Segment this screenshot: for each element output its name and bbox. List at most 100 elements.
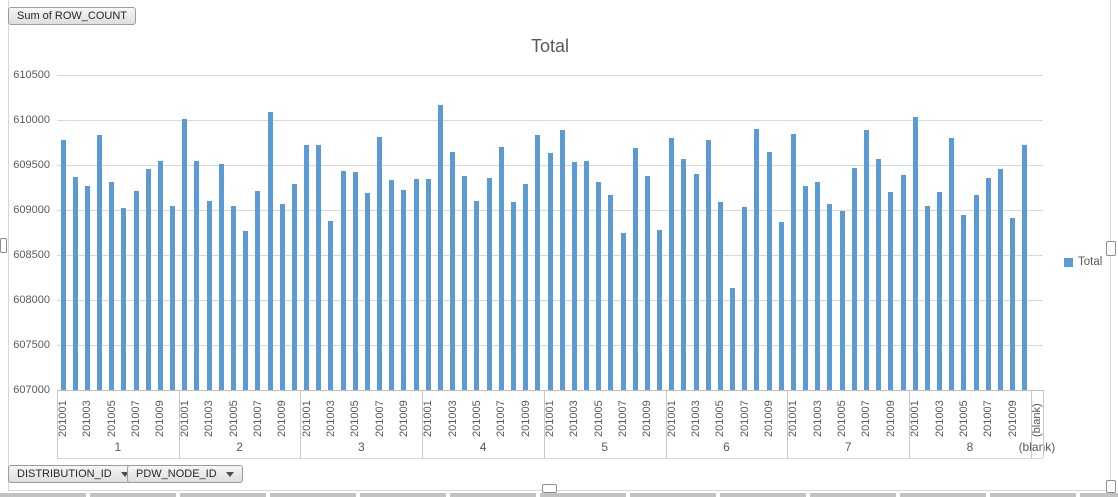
bar[interactable] [790,133,796,390]
bar[interactable] [900,174,906,390]
bar[interactable] [632,147,638,390]
x-axis-month-label: 201007 [251,400,264,437]
bar[interactable] [681,158,687,390]
bar[interactable] [827,203,833,390]
bar[interactable] [693,174,699,390]
bar[interactable] [72,176,78,390]
bar[interactable] [571,162,577,390]
bar[interactable] [291,183,297,390]
bar[interactable] [462,175,468,390]
x-axis-month-label: 201001 [665,400,678,437]
x-axis-group-label: 3 [357,440,365,454]
bar[interactable] [182,119,188,390]
bar[interactable] [754,129,760,390]
bar[interactable] [243,230,249,390]
bar[interactable] [267,111,273,390]
bar[interactable] [206,201,212,390]
bar[interactable] [486,177,492,390]
bar[interactable] [450,152,456,390]
bar[interactable] [657,229,663,390]
worksheet-cell-top [1080,493,1118,497]
bar[interactable] [97,135,103,390]
bar[interactable] [510,201,516,390]
bar[interactable] [218,164,224,390]
bar[interactable] [1022,145,1028,390]
bar[interactable] [157,161,163,390]
bar[interactable] [559,129,565,390]
bar[interactable] [863,129,869,390]
bar[interactable] [730,288,736,390]
bar[interactable] [1010,218,1016,390]
x-axis-group-label: 5 [601,440,609,454]
bar[interactable] [644,175,650,390]
bar[interactable] [340,171,346,390]
bar[interactable] [535,135,541,390]
bar[interactable] [352,172,358,390]
bar[interactable] [778,221,784,390]
bar[interactable] [596,182,602,390]
bar[interactable] [316,145,322,390]
category-separator [909,390,911,458]
bar[interactable] [437,104,443,390]
bar[interactable] [194,160,200,390]
bar[interactable] [924,206,930,390]
bar[interactable] [766,151,772,390]
resize-handle-bottom-right[interactable] [1106,480,1116,493]
bar[interactable] [547,153,553,390]
bar[interactable] [255,191,261,390]
bar[interactable] [815,182,821,390]
bar[interactable] [328,220,334,390]
bar[interactable] [498,147,504,390]
bar[interactable] [912,117,918,390]
bar[interactable] [231,206,236,390]
resize-handle-right-middle[interactable] [1106,241,1116,256]
bar[interactable] [851,167,857,390]
bar[interactable] [401,190,407,390]
bar[interactable] [985,177,991,390]
bar[interactable] [961,215,967,390]
bar[interactable] [997,168,1003,390]
resize-handle-bottom-middle[interactable] [542,484,557,493]
bar[interactable] [717,201,723,390]
bar[interactable] [389,180,395,390]
bar[interactable] [425,178,431,390]
bar[interactable] [474,201,480,390]
legend[interactable]: Total [1064,256,1102,268]
bar[interactable] [145,168,151,390]
bar[interactable] [973,194,979,390]
bar[interactable] [803,185,809,390]
bar[interactable] [109,182,115,390]
bar[interactable] [84,185,90,390]
bar[interactable] [620,232,626,390]
bar[interactable] [949,138,955,390]
bar[interactable] [876,158,882,390]
x-axis-month-label: 201001 [422,400,435,437]
pivot-field-button-pdw-node-id[interactable]: PDW_NODE_ID [127,465,243,483]
bar[interactable] [705,139,711,390]
bar[interactable] [304,145,310,390]
bar[interactable] [669,138,675,390]
bar[interactable] [839,210,845,390]
bar[interactable] [742,207,748,390]
bar[interactable] [60,139,66,390]
bar[interactable] [413,178,419,390]
pivot-field-button-distribution-id[interactable]: DISTRIBUTION_ID [8,465,138,483]
bar[interactable] [279,203,285,390]
bar[interactable] [523,183,529,390]
bar[interactable] [133,191,139,390]
bar[interactable] [377,137,383,390]
x-axis-month-label: 201007 [860,400,873,437]
resize-handle-left-middle[interactable] [0,238,7,253]
bar[interactable] [888,192,894,390]
bar[interactable] [170,206,176,390]
x-axis-month-label: 201003 [203,400,216,437]
pivot-value-field-button[interactable]: Sum of ROW_COUNT [8,7,137,25]
category-separator [543,390,545,458]
x-axis-month-label: 201001 [178,400,191,437]
bar[interactable] [364,192,370,390]
chart-title[interactable]: Total [530,36,570,56]
bar[interactable] [608,194,614,390]
bar[interactable] [121,208,127,390]
bar[interactable] [937,192,943,390]
bar[interactable] [584,161,590,390]
